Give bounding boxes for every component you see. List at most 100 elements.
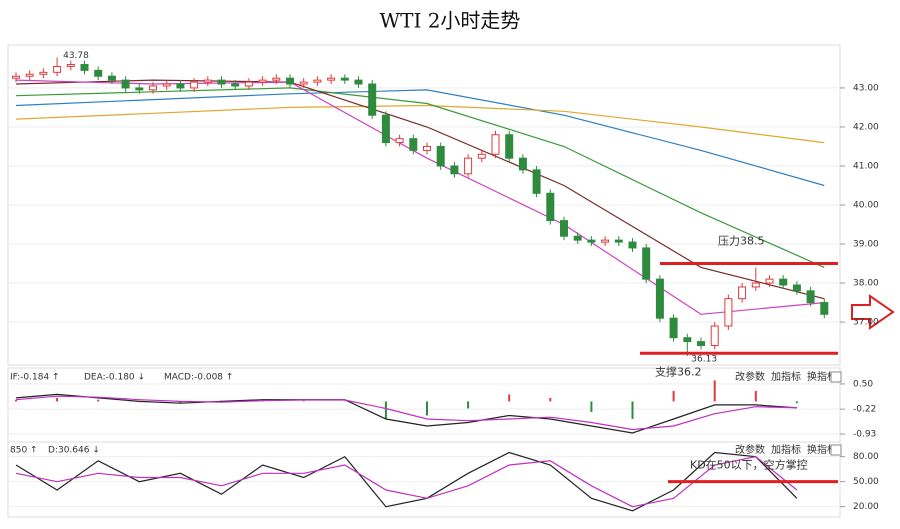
candle-body — [820, 302, 829, 315]
candle-body — [601, 239, 610, 243]
close-button[interactable] — [830, 444, 842, 456]
candle-body — [560, 220, 568, 237]
candle-body — [231, 83, 240, 87]
y-tick-label: 39.00 — [853, 240, 879, 250]
indicator-value: D:30.646 ↓ — [48, 446, 100, 456]
y-tick-label: -0.93 — [853, 430, 876, 440]
candle-body — [25, 73, 34, 77]
candle-body — [203, 79, 212, 83]
candle-body — [779, 278, 788, 286]
button[interactable]: 加指标 — [771, 443, 801, 456]
candle-body — [683, 337, 692, 343]
candle-body — [354, 79, 363, 85]
candle-body — [12, 75, 20, 79]
candle-body — [477, 153, 486, 159]
candle-body — [121, 79, 130, 89]
button[interactable]: 改参数 — [735, 370, 765, 383]
button[interactable]: 加指标 — [771, 370, 801, 383]
candle-body — [655, 278, 664, 319]
candle-body — [587, 239, 596, 243]
candle-body — [751, 282, 760, 288]
candle-body — [299, 81, 308, 85]
line — [15, 393, 797, 434]
moving-average — [15, 104, 825, 144]
candle-body — [53, 65, 62, 73]
moving-average — [15, 79, 825, 315]
chart-title: WTI 2小时走势 — [380, 9, 521, 33]
y-tick-label: 38.00 — [853, 279, 879, 289]
candle-body — [190, 81, 199, 89]
candle-body — [409, 138, 418, 151]
indicator-value: IF:-0.184 ↑ — [10, 373, 60, 383]
arrow — [851, 294, 895, 330]
candle-body — [66, 64, 75, 67]
candle-body — [107, 75, 116, 81]
candle-body — [368, 83, 377, 116]
kd-panel — [7, 441, 841, 518]
candle-body — [491, 134, 500, 155]
candle-body — [258, 79, 267, 83]
candle-body — [80, 64, 89, 71]
button[interactable]: 换指标 — [807, 443, 837, 456]
candle-body — [628, 241, 637, 249]
y-tick-label: 37.00 — [853, 318, 879, 328]
y-tick-label: 50.00 — [853, 477, 879, 487]
indicator-value: DEA:-0.180 ↓ — [84, 373, 145, 383]
close-button[interactable] — [830, 371, 842, 383]
candle-body — [546, 192, 555, 222]
low-label: 36.13 — [691, 355, 717, 365]
high-label: 43.78 — [63, 51, 89, 61]
line — [15, 451, 798, 512]
candle-body — [532, 169, 541, 194]
y-tick-label: 0.50 — [853, 379, 873, 389]
y-tick-label: 20.00 — [853, 502, 879, 512]
candle-body — [464, 157, 473, 175]
button[interactable]: 换指标 — [807, 370, 837, 383]
candle-body — [642, 247, 651, 280]
moving-average — [15, 89, 825, 187]
moving-average — [15, 87, 825, 268]
candle-body — [436, 145, 445, 167]
candle-body — [149, 85, 157, 91]
candle-body — [39, 71, 48, 75]
candle-body — [176, 83, 185, 89]
candle-body — [286, 77, 294, 85]
candle-body — [327, 77, 336, 81]
candle-body — [710, 325, 719, 346]
candle-body — [505, 134, 514, 159]
button[interactable]: 改参数 — [735, 443, 765, 456]
candle-body — [340, 77, 349, 81]
candle-body — [724, 298, 733, 327]
candle-body — [162, 83, 171, 87]
y-tick-label: 42.00 — [853, 122, 879, 132]
y-tick-label: -0.22 — [853, 405, 876, 415]
candle-body — [518, 157, 527, 171]
support-label: 支撑36.2 — [655, 364, 702, 378]
candle-body — [697, 341, 705, 346]
indicator-value: 850 ↑ — [10, 446, 38, 456]
y-tick-label: 41.00 — [853, 161, 879, 171]
candle-body — [738, 286, 747, 300]
candle-body — [94, 69, 103, 77]
y-tick-label: 40.00 — [853, 201, 879, 211]
candle-body — [423, 145, 431, 151]
candle-body — [669, 317, 678, 339]
candle-body — [272, 77, 281, 81]
candle-body — [806, 290, 815, 304]
candle-body — [450, 165, 459, 175]
line — [15, 395, 797, 431]
candle-body — [614, 239, 623, 243]
candle-body — [395, 138, 404, 144]
resistance-label: 压力38.5 — [718, 235, 765, 248]
line — [15, 456, 798, 508]
candle-body — [381, 114, 390, 144]
candle-body — [573, 235, 582, 241]
y-tick-label: 43.00 — [853, 83, 879, 93]
candle-body — [135, 87, 144, 91]
candle-body — [792, 284, 801, 292]
candle-body — [244, 81, 253, 87]
y-tick-label: 80.00 — [853, 452, 879, 462]
candle-body — [765, 278, 774, 284]
threshold-label: KD在50以下，空方掌控 — [690, 458, 808, 472]
